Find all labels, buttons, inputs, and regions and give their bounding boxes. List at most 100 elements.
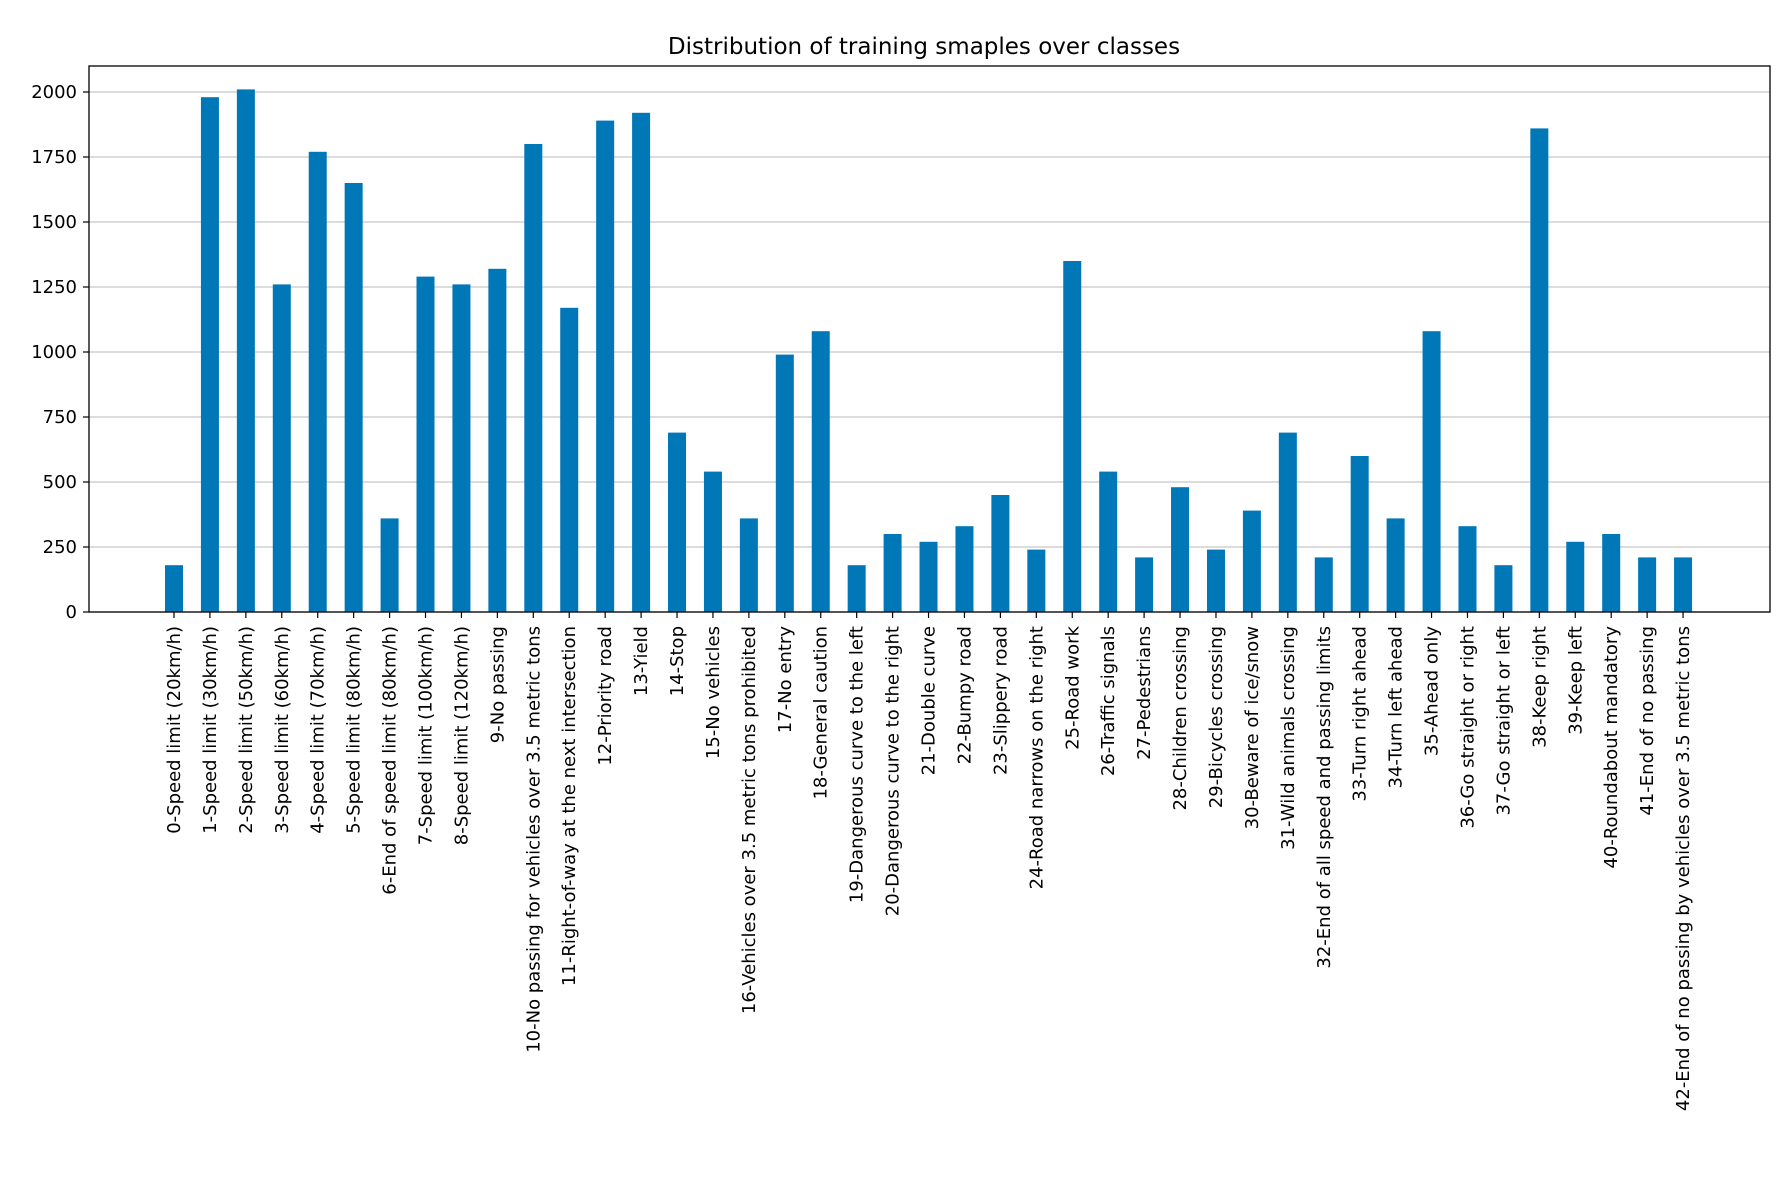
x-tick-label: 32-End of all speed and passing limits <box>1314 626 1335 969</box>
bar <box>380 518 399 612</box>
bar <box>200 97 219 612</box>
bar <box>344 183 363 612</box>
x-tick-label: 19-Dangerous curve to the left <box>847 626 868 903</box>
x-tick-label: 35-Ahead only <box>1422 626 1443 756</box>
bar <box>1602 534 1621 612</box>
x-tick-label: 36-Go straight or right <box>1457 626 1478 829</box>
bar <box>1099 471 1118 612</box>
x-tick-label: 39-Keep left <box>1565 626 1586 735</box>
bar <box>1530 128 1549 612</box>
bar <box>416 276 435 612</box>
x-tick-label: 3-Speed limit (60km/h) <box>272 626 293 834</box>
bar <box>1350 456 1369 612</box>
bar <box>452 284 471 612</box>
bar <box>1278 432 1297 612</box>
x-tick-label: 15-No vehicles <box>703 626 724 759</box>
y-tick-label: 0 <box>66 602 77 623</box>
x-tick-label: 30-Beware of ice/snow <box>1242 626 1263 829</box>
x-tick-label: 31-Wild animals crossing <box>1278 626 1299 850</box>
bars <box>165 89 1693 613</box>
bar <box>272 284 291 612</box>
x-tick-label: 0-Speed limit (20km/h) <box>164 626 185 834</box>
x-tick-label: 17-No entry <box>775 626 796 734</box>
x-tick-label: 26-Traffic signals <box>1098 626 1119 776</box>
x-tick-label: 7-Speed limit (100km/h) <box>416 626 437 845</box>
bar <box>560 307 579 612</box>
bar <box>488 268 507 612</box>
bar <box>596 120 615 612</box>
x-tick-label: 40-Roundabout mandatory <box>1601 626 1622 869</box>
bar <box>775 354 794 612</box>
x-tick-label: 25-Road work <box>1062 625 1083 749</box>
bar <box>847 565 866 612</box>
bar <box>668 432 687 612</box>
x-tick-label: 38-Keep right <box>1529 626 1550 748</box>
x-tick-label: 27-Pedestrians <box>1134 626 1155 760</box>
x-tick-label: 41-End of no passing <box>1637 626 1658 816</box>
x-tick-label: 34-Turn left ahead <box>1386 626 1407 788</box>
x-tick-label: 28-Children crossing <box>1170 626 1191 811</box>
bar <box>1458 526 1477 612</box>
x-tick-label: 9-No passing <box>487 626 508 743</box>
y-tick-label: 1750 <box>31 147 77 168</box>
bar <box>1422 331 1441 612</box>
bar <box>1638 557 1657 612</box>
x-tick-label: 11-Right-of-way at the next intersection <box>559 626 580 986</box>
y-axis-ticks: 0 250 500 750 1000 1250 1500 1750 2000 <box>31 82 89 623</box>
x-tick-label: 6-End of speed limit (80km/h) <box>380 626 401 895</box>
x-tick-label: 20-Dangerous curve to the right <box>883 626 904 916</box>
bar <box>236 89 255 612</box>
x-tick-label: 42-End of no passing by vehicles over 3.… <box>1673 626 1694 1111</box>
bar <box>703 471 722 612</box>
bar <box>1171 487 1190 612</box>
x-tick-label: 24-Road narrows on the right <box>1026 626 1047 889</box>
x-tick-label: 33-Turn right ahead <box>1350 626 1371 802</box>
x-tick-label: 12-Priority road <box>595 626 616 766</box>
x-tick-label: 2-Speed limit (50km/h) <box>236 626 257 834</box>
bar <box>1494 565 1513 612</box>
x-tick-label: 10-No passing for vehicles over 3.5 metr… <box>523 626 544 1053</box>
bar <box>1027 549 1046 612</box>
bar <box>1206 549 1225 612</box>
x-tick-label: 21-Double curve <box>919 626 940 775</box>
x-tick-label: 13-Yield <box>631 626 652 696</box>
x-tick-label: 29-Bicycles crossing <box>1206 626 1227 808</box>
bar <box>1386 518 1405 612</box>
bar <box>1314 557 1333 612</box>
x-tick-label: 8-Speed limit (120km/h) <box>451 626 472 845</box>
bar <box>1063 261 1082 612</box>
bar <box>308 151 327 613</box>
plot-frame <box>88 65 1771 613</box>
x-tick-label: 14-Stop <box>667 626 688 696</box>
x-tick-label: 37-Go straight or left <box>1493 626 1514 816</box>
y-tick-label: 750 <box>43 407 77 428</box>
bar <box>991 495 1010 612</box>
y-tick-label: 1500 <box>31 212 77 233</box>
y-tick-label: 2000 <box>31 82 77 103</box>
bar <box>1135 557 1154 612</box>
y-tick-label: 1250 <box>31 277 77 298</box>
bar <box>883 534 902 612</box>
chart-title: Distribution of training smaples over cl… <box>668 34 1180 60</box>
x-tick-label: 1-Speed limit (30km/h) <box>200 626 221 834</box>
bar <box>524 144 543 612</box>
bar <box>1674 557 1693 612</box>
x-tick-label: 23-Slippery road <box>990 626 1011 775</box>
x-tick-label: 22-Bumpy road <box>954 626 975 764</box>
x-axis-ticks: 0-Speed limit (20km/h) 1-Speed limit (30k… <box>164 612 1694 1111</box>
bar <box>165 565 183 612</box>
bar <box>1566 541 1585 612</box>
y-tick-label: 250 <box>43 537 77 558</box>
x-tick-label: 4-Speed limit (70km/h) <box>308 626 329 834</box>
bar <box>632 112 651 613</box>
y-tick-label: 1000 <box>31 342 77 363</box>
bar <box>955 526 974 612</box>
bar <box>811 331 830 612</box>
x-tick-label: 18-General caution <box>811 626 832 800</box>
x-tick-label: 5-Speed limit (80km/h) <box>344 626 365 834</box>
bar <box>919 541 938 612</box>
bar <box>739 518 758 612</box>
bar <box>1242 510 1261 612</box>
